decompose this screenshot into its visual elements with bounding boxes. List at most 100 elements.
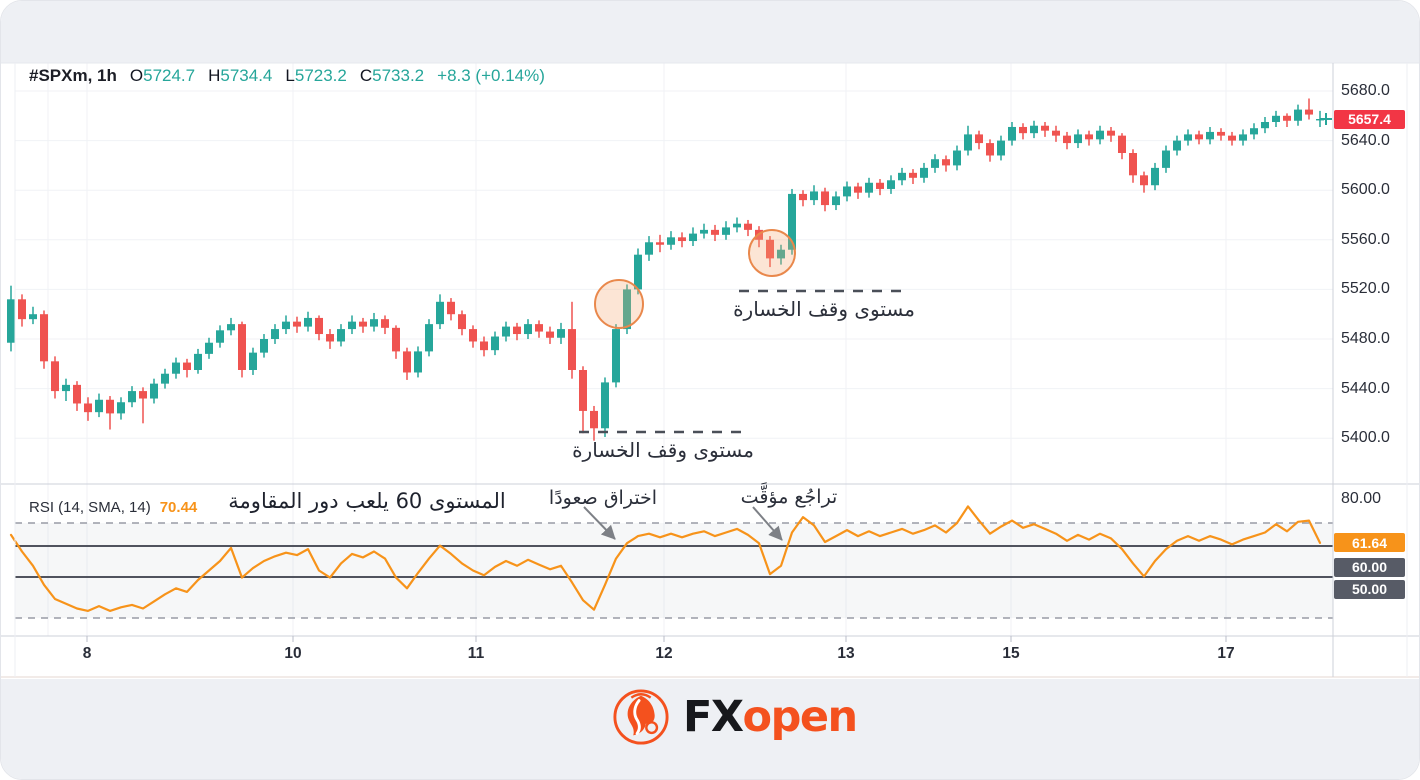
candle xyxy=(1305,98,1313,120)
pullback-annotation: تراجُع مؤقَّت xyxy=(740,486,838,508)
candle xyxy=(810,185,818,206)
price-axis-label: 5520.0 xyxy=(1341,280,1390,298)
candle xyxy=(293,316,301,333)
candle xyxy=(579,366,587,434)
candle xyxy=(458,310,466,336)
candle xyxy=(216,325,224,348)
candle xyxy=(447,298,455,321)
candle xyxy=(1151,162,1159,191)
candle xyxy=(524,319,532,339)
candle xyxy=(1041,122,1049,137)
candle xyxy=(590,405,598,441)
candle xyxy=(51,356,59,399)
candle xyxy=(898,167,906,186)
candle xyxy=(909,169,917,184)
candle xyxy=(1217,128,1225,141)
candle xyxy=(315,315,323,341)
candle xyxy=(502,321,510,342)
highlight-circle xyxy=(748,229,796,277)
candle xyxy=(513,322,521,341)
candle xyxy=(1272,110,1280,127)
price-axis-label: 5640.0 xyxy=(1341,131,1390,149)
candle xyxy=(425,319,433,357)
candle xyxy=(711,224,719,242)
candle xyxy=(1074,129,1082,149)
candle xyxy=(238,321,246,378)
price-axis-label: 5680.0 xyxy=(1341,82,1390,99)
candle xyxy=(150,378,158,404)
logo-fx: FX xyxy=(683,692,744,742)
frame-lines-layer xyxy=(1,62,1419,678)
candle xyxy=(348,315,356,335)
candle xyxy=(403,347,411,380)
candle xyxy=(227,317,235,336)
candle xyxy=(722,221,730,240)
candle xyxy=(1173,135,1181,156)
ohlc-legend: #SPXm, 1h O5724.7 H5734.4 L5723.2 C5733.… xyxy=(29,66,545,86)
candle xyxy=(546,326,554,344)
candle xyxy=(678,232,686,248)
candle xyxy=(667,231,675,250)
open-value: O5724.7 xyxy=(129,66,196,85)
top-margin-band xyxy=(1,1,1419,63)
candle xyxy=(1008,122,1016,146)
breakout-annotation: اختراق صعودًا xyxy=(548,487,658,509)
candle xyxy=(645,236,653,261)
annotations-layer xyxy=(579,229,909,541)
candle xyxy=(1129,149,1137,183)
candle xyxy=(260,334,268,358)
time-axis-label: 17 xyxy=(1217,645,1235,662)
candle xyxy=(1228,131,1236,146)
candle xyxy=(18,294,26,327)
candlestick-series xyxy=(7,98,1332,441)
candle xyxy=(1096,125,1104,145)
candle xyxy=(964,125,972,156)
rsi-legend-title: RSI (14, SMA, 14) xyxy=(29,499,151,516)
candle xyxy=(95,393,103,418)
annotation-arrow xyxy=(583,506,616,540)
candle xyxy=(282,315,290,335)
rsi-line xyxy=(9,505,1322,613)
candle xyxy=(975,130,983,150)
candle xyxy=(491,331,499,356)
price-axis-label: 5400.0 xyxy=(1341,429,1390,447)
candle xyxy=(392,325,400,359)
time-axis-label: 8 xyxy=(82,645,92,662)
candle xyxy=(700,223,708,239)
fxopen-logo-text: FXopen xyxy=(683,688,859,746)
candle xyxy=(249,347,257,375)
candle xyxy=(1140,171,1148,193)
price-axis-label: 5560.0 xyxy=(1341,230,1390,248)
candle xyxy=(1118,133,1126,160)
candle xyxy=(139,387,147,424)
candle xyxy=(1195,130,1203,145)
price-axis-label: 5440.0 xyxy=(1341,379,1390,397)
candle xyxy=(1250,123,1258,140)
candle xyxy=(436,294,444,330)
candle xyxy=(656,234,664,253)
logo-open: open xyxy=(742,692,859,742)
annotation-arrow xyxy=(752,506,783,541)
stop-loss-annotation-lower: مستوى وقف الخسارة xyxy=(572,438,754,462)
candle xyxy=(1294,104,1302,126)
fxopen-logo: FXopen xyxy=(612,688,859,746)
candle xyxy=(106,396,114,430)
candle xyxy=(568,301,576,379)
candle xyxy=(766,236,774,268)
candle xyxy=(744,219,752,237)
highlight-circle xyxy=(594,279,644,329)
candle xyxy=(843,181,851,202)
time-axis-label: 12 xyxy=(655,645,673,662)
candle xyxy=(1063,131,1071,150)
candle xyxy=(986,139,994,162)
candle xyxy=(370,312,378,332)
candle xyxy=(205,337,213,359)
candle xyxy=(7,285,15,352)
candle xyxy=(1019,123,1027,140)
close-value: C5733.2 xyxy=(359,66,425,85)
candle xyxy=(1239,129,1247,146)
candle xyxy=(942,155,950,172)
candle xyxy=(359,317,367,333)
